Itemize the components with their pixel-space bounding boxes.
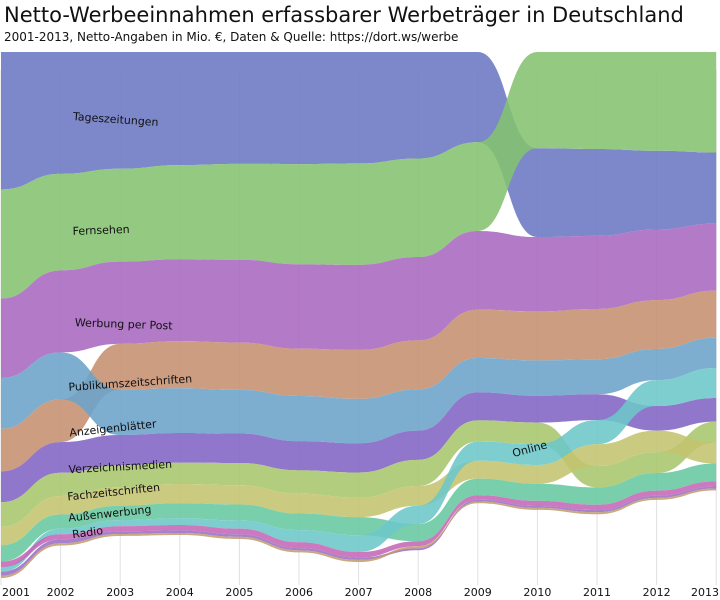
band-zeitungssupplements [1,488,717,578]
label-tageszeitungen: Tageszeitungen [72,110,159,129]
band-werbung-per-post [1,223,717,378]
band-aussenwerbung [1,430,717,546]
x-tick-2009: 2009 [464,586,492,599]
band-online [1,367,717,572]
band-fernsehen [1,52,717,299]
label-fernsehen: Fernsehen [72,223,129,238]
x-tick-2004: 2004 [166,586,194,599]
label-werbung-per-post: Werbung per Post [75,316,174,332]
x-tick-2005: 2005 [225,586,253,599]
x-tick-2008: 2008 [404,586,432,599]
chart-subtitle: 2001-2013, Netto-Angaben in Mio. €, Date… [4,30,459,44]
band-wochen-sonntagszeitungen [1,481,717,568]
band-tageszeitungen [1,52,717,238]
label-verzeichnismedien: Verzeichnismedien [68,458,172,476]
label-radio: Radio [71,524,104,541]
x-tick-2011: 2011 [583,586,611,599]
x-tick-2002: 2002 [47,586,75,599]
band-publikumszeitschriften [1,337,717,444]
x-tick-2010: 2010 [523,586,551,599]
x-tick-2006: 2006 [285,586,313,599]
x-axis-ticks: 2001 2002 2003 2004 2005 2006 2007 2008 2009 2010… [2,586,719,599]
band-fachzeitschriften [1,420,717,527]
band-anzeigenblatter [1,290,717,472]
chart-title: Netto-Werbeeinnahmen erfassbarer Werbetr… [4,3,684,27]
band-radio [1,463,717,562]
x-tick-2007: 2007 [345,586,373,599]
x-tick-2003: 2003 [106,586,134,599]
band-verzeichnismedien [1,392,717,503]
x-tick-2012: 2012 [643,586,671,599]
band-filmtheater [1,486,717,576]
x-tick-2001: 2001 [2,586,30,599]
x-tick-2013: 2013 [691,586,719,599]
series-bands [1,52,717,578]
